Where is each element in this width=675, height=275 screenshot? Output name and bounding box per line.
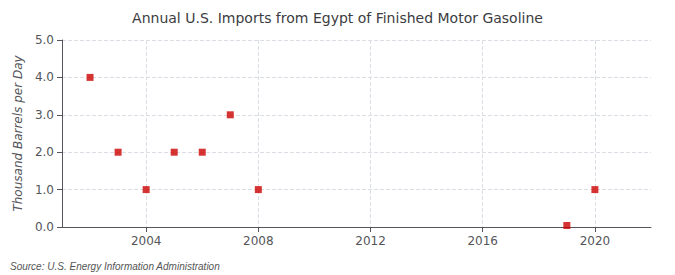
svg-text:1.0: 1.0 [35,183,54,197]
svg-text:5.0: 5.0 [35,33,54,47]
svg-text:Thousand Barrels per Day: Thousand Barrels per Day [11,55,25,212]
svg-text:4.0: 4.0 [35,70,54,84]
svg-text:2020: 2020 [580,234,611,248]
svg-text:2004: 2004 [131,234,162,248]
svg-text:2012: 2012 [355,234,386,248]
svg-text:3.0: 3.0 [35,108,54,122]
svg-text:2008: 2008 [243,234,274,248]
svg-text:Source: U.S. Energy Informatio: Source: U.S. Energy Information Administ… [10,261,220,272]
svg-text:2016: 2016 [467,234,498,248]
svg-text:Annual U.S. Imports from Egypt: Annual U.S. Imports from Egypt of Finish… [132,10,543,26]
svg-text:2.0: 2.0 [35,145,54,159]
svg-text:0.0: 0.0 [35,220,54,234]
